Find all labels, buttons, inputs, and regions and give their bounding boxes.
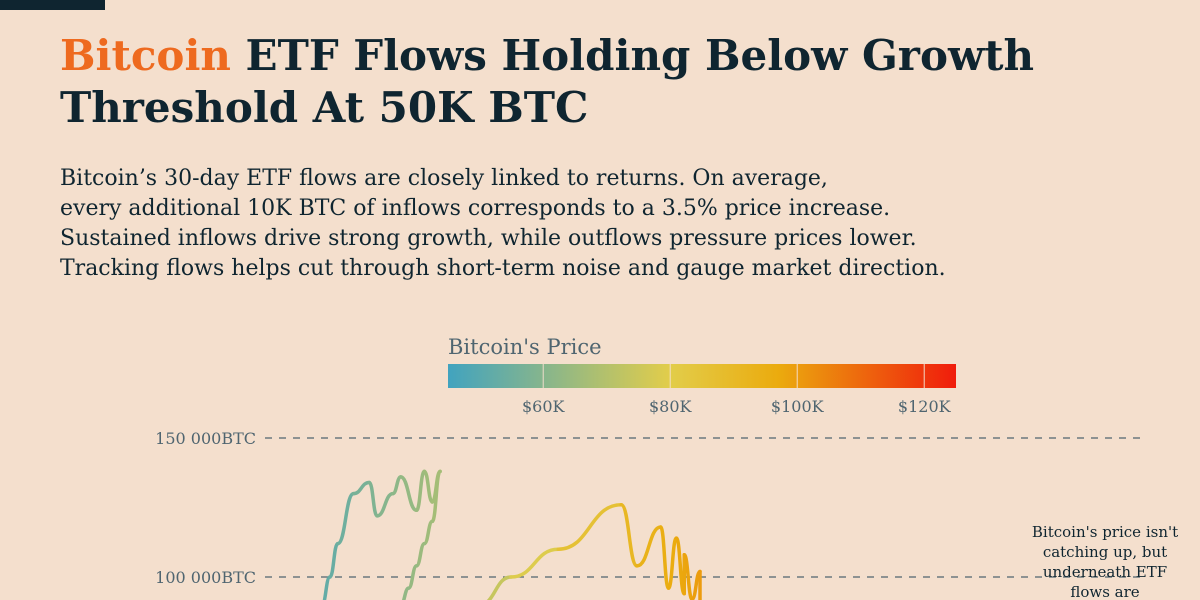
annotation-line: Bitcoin's price isn't xyxy=(1031,523,1179,541)
series-segment xyxy=(635,525,663,568)
legend-tick-label: $80K xyxy=(649,397,693,416)
y-tick-label: 100 000BTC xyxy=(155,568,256,587)
chart-title: Bitcoin ETF Flows Holding Below Growth T… xyxy=(60,30,1160,134)
series-segment xyxy=(336,491,356,546)
series-segment xyxy=(367,480,379,518)
subtitle-line: Sustained inflows drive strong growth, w… xyxy=(60,226,917,251)
series-segment xyxy=(414,469,427,513)
legend-title: Bitcoin's Price xyxy=(448,335,602,359)
series-segment xyxy=(391,475,403,496)
price-color-legend: Bitcoin's Price $60K $80K $100K $120K xyxy=(448,335,956,416)
series-segment xyxy=(328,541,340,579)
series-segment xyxy=(486,575,513,600)
series-segment xyxy=(322,575,332,600)
series-segment xyxy=(351,480,371,496)
title-highlight: Bitcoin xyxy=(60,31,231,80)
title-line-2: Threshold At 50K BTC xyxy=(60,83,589,132)
series-segment xyxy=(509,547,560,579)
series-segment xyxy=(422,519,434,546)
legend-tick-label: $120K xyxy=(898,397,952,416)
annotation-line: flows are xyxy=(1070,583,1140,600)
chart-subtitle: Bitcoin’s 30-day ETF flows are closely l… xyxy=(60,164,1160,284)
series-segment xyxy=(556,502,623,551)
chart-grid: 150 000BTC 100 000BTC xyxy=(155,429,1140,587)
chart-series xyxy=(322,469,702,600)
series-segment xyxy=(658,525,671,590)
chart-annotation: Bitcoin's price isn't catching up, but u… xyxy=(1020,522,1190,600)
series-segment xyxy=(401,586,411,600)
series-segment xyxy=(666,536,679,590)
series-line xyxy=(486,502,702,600)
subtitle-line: Bitcoin’s 30-day ETF flows are closely l… xyxy=(60,166,828,191)
series-segment xyxy=(414,541,427,568)
legend-tick-label: $60K xyxy=(522,397,566,416)
legend-tick-label: $100K xyxy=(771,397,825,416)
y-tick-label: 150 000BTC xyxy=(155,429,256,448)
subtitle-line: Tracking flows helps cut through short-t… xyxy=(60,256,946,281)
annotation-line: catching up, but xyxy=(1042,543,1168,561)
series-segment xyxy=(422,469,434,504)
series-line xyxy=(322,469,442,600)
title-rest: ETF Flows Holding Below Growth xyxy=(230,31,1035,80)
subtitle-line: every additional 10K BTC of inflows corr… xyxy=(60,196,891,221)
legend-color-bar xyxy=(448,364,956,388)
series-segment xyxy=(399,475,419,513)
corner-accent-bar xyxy=(0,0,105,10)
series-segment xyxy=(375,491,395,518)
annotation-line: underneath ETF xyxy=(1042,563,1168,581)
series-segment xyxy=(619,502,639,568)
